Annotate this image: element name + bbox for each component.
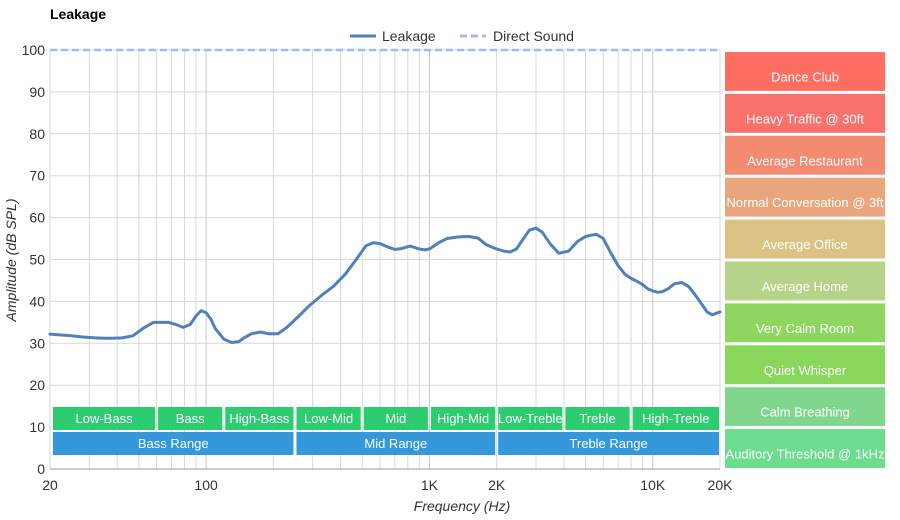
- y-axis-title: Amplitude (dB SPL): [3, 199, 19, 323]
- level-average-restaurant: [725, 135, 885, 175]
- x-tick-label: 10K: [640, 477, 666, 493]
- x-tick-label: 2K: [488, 477, 506, 493]
- band-label-high-mid: High-Mid: [437, 411, 489, 426]
- y-tick-label: 30: [29, 335, 45, 351]
- y-tick-label: 70: [29, 168, 45, 184]
- level-label-average-restaurant: Average Restaurant: [747, 153, 863, 168]
- band-label-low-bass: Low-Bass: [75, 411, 133, 426]
- series-lines: [48, 48, 722, 344]
- band-low-treble: [498, 407, 563, 430]
- band-treble-range: [498, 432, 719, 455]
- axis-ticks: 0 10 20 30 40 50 60 70 80 90 100 20 100 1K 2K 10K 20K: [22, 42, 733, 493]
- level-label-average-office: Average Office: [762, 237, 848, 252]
- x-tick-label: 1K: [421, 477, 439, 493]
- band-low-bass: [53, 407, 156, 430]
- band-label-low-treble: Low-Treble: [498, 411, 563, 426]
- x-tick-label: 20K: [708, 477, 734, 493]
- band-label-mid-range: Mid Range: [364, 436, 427, 451]
- series-line-leakage: [48, 226, 722, 344]
- y-tick-label: 80: [29, 126, 45, 142]
- level-label-quiet-whisper: Quiet Whisper: [764, 363, 847, 378]
- level-label-normal-conversation-3ft: Normal Conversation @ 3ft: [727, 195, 884, 210]
- level-auditory-threshold-1khz: [725, 429, 885, 468]
- level-quiet-whisper: [725, 345, 885, 385]
- level-label-very-calm-room: Very Calm Room: [756, 321, 854, 336]
- x-axis-title: Frequency (Hz): [414, 498, 510, 514]
- level-label-calm-breathing: Calm Breathing: [760, 405, 850, 420]
- level-label-heavy-traffic-30ft: Heavy Traffic @ 30ft: [746, 111, 864, 126]
- reference-levels: Dance Club Heavy Traffic @ 30ft Average Re…: [725, 52, 885, 468]
- level-dance-club: [725, 52, 885, 91]
- level-label-auditory-threshold-1khz: Auditory Threshold @ 1kHz: [726, 447, 885, 462]
- level-label-average-home: Average Home: [762, 279, 848, 294]
- y-tick-label: 100: [22, 42, 46, 58]
- band-low-mid: [296, 407, 361, 430]
- legend-label-leakage: Leakage: [382, 28, 436, 44]
- y-tick-label: 20: [29, 377, 45, 393]
- band-bass-range: [53, 432, 294, 455]
- band-label-high-bass: High-Bass: [229, 411, 289, 426]
- band-label-bass-range: Bass Range: [138, 436, 209, 451]
- y-tick-label: 60: [29, 210, 45, 226]
- band-high-treble: [632, 407, 719, 430]
- level-heavy-traffic-30ft: [725, 93, 885, 133]
- band-label-low-mid: Low-Mid: [304, 411, 353, 426]
- band-label-high-treble: High-Treble: [642, 411, 709, 426]
- level-average-office: [725, 219, 885, 259]
- x-tick-label: 100: [194, 477, 218, 493]
- band-label-treble-range: Treble Range: [569, 436, 647, 451]
- y-tick-label: 10: [29, 419, 45, 435]
- band-high-bass: [225, 407, 294, 430]
- legend: Leakage Direct Sound: [350, 28, 574, 44]
- band-mid-range: [296, 432, 496, 455]
- level-average-home: [725, 261, 885, 301]
- y-tick-label: 40: [29, 293, 45, 309]
- level-label-dance-club: Dance Club: [771, 69, 839, 84]
- band-bass: [158, 407, 223, 430]
- frequency-bands: Low-Bass Bass High-Bass Low-Mid Mid High-Mid L…: [53, 407, 719, 455]
- chart-title: Leakage: [50, 6, 106, 22]
- level-normal-conversation-3ft: [725, 177, 885, 217]
- band-treble: [565, 407, 630, 430]
- band-mid: [363, 407, 428, 430]
- level-very-calm-room: [725, 303, 885, 343]
- band-high-mid: [430, 407, 496, 430]
- level-calm-breathing: [725, 387, 885, 427]
- x-tick-label: 20: [42, 477, 58, 493]
- band-label-bass: Bass: [176, 411, 205, 426]
- y-tick-label: 50: [29, 252, 45, 268]
- band-label-treble: Treble: [579, 411, 615, 426]
- y-tick-label: 90: [29, 84, 45, 100]
- legend-label-direct-sound: Direct Sound: [493, 28, 574, 44]
- grid: [49, 49, 721, 470]
- band-label-mid: Mid: [385, 411, 406, 426]
- y-tick-label: 0: [37, 461, 45, 477]
